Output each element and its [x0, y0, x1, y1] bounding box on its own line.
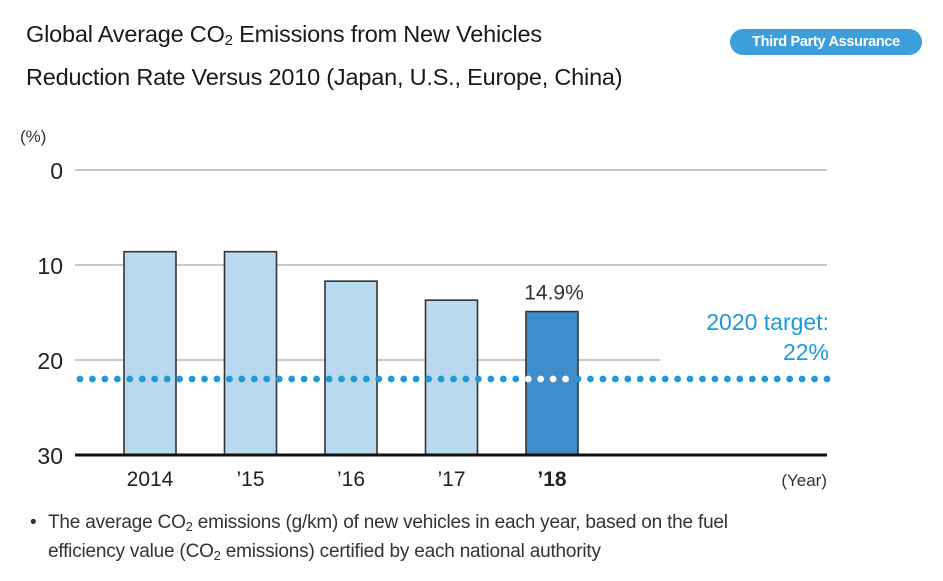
y-axis-unit-label: (%) [20, 127, 46, 146]
target-dot [101, 375, 109, 383]
chart-title-line2: Reduction Rate Versus 2010 (Japan, U.S.,… [26, 64, 623, 90]
footnote-text: emissions) certified by each national au… [220, 541, 601, 562]
target-dot [636, 375, 644, 383]
target-dot [462, 375, 470, 383]
x-tick-label: ’16 [337, 468, 365, 491]
target-dot [724, 375, 731, 383]
target-dot [624, 375, 632, 383]
target-dot [201, 375, 208, 383]
footnote-text: emissions (g/km) of new vehicles in each… [192, 512, 728, 533]
target-dot [549, 375, 557, 383]
target-dot [437, 375, 445, 383]
target-dot [537, 375, 545, 383]
x-tick-label: ’15 [236, 468, 264, 491]
target-dot [499, 375, 507, 383]
target-dot [375, 375, 383, 383]
target-line [76, 375, 831, 383]
target-dot [89, 375, 96, 383]
target-dot [811, 375, 818, 383]
bar-15 [223, 250, 278, 456]
target-dot [288, 375, 296, 383]
target-dot [338, 375, 345, 383]
target-dot [587, 375, 594, 383]
target-dot [524, 375, 532, 383]
target-dot [213, 375, 221, 383]
target-dot [325, 375, 333, 383]
footnote-line1: The average CO2 emissions (g/km) of new … [48, 510, 930, 539]
target-dot [362, 375, 370, 383]
target-dot [686, 375, 694, 383]
bar-16 [324, 280, 378, 456]
target-dot [425, 375, 432, 383]
target-dot [786, 375, 794, 383]
bar-18 [525, 310, 579, 456]
title-subscript: 2 [224, 32, 233, 49]
target-dot [126, 375, 134, 383]
target-dot [699, 375, 706, 383]
target-dot [736, 375, 744, 383]
target-dot [450, 375, 457, 383]
target-dot [574, 375, 582, 383]
target-dot [400, 375, 408, 383]
target-dot [798, 375, 806, 383]
bullet-icon: • [30, 512, 37, 533]
target-dot [599, 375, 607, 383]
target-dot [188, 375, 196, 383]
y-tick-label: 20 [37, 348, 63, 374]
chart-title-line1: Global Average CO2 Emissions from New Ve… [26, 21, 542, 49]
footnote-text: efficiency value (CO [48, 541, 214, 562]
data-label: 14.9% [524, 282, 584, 305]
target-dot [412, 375, 420, 383]
target-dot [711, 375, 719, 383]
target-dot [512, 375, 520, 383]
target-label-line1: 2020 target: [706, 309, 829, 335]
target-dot [250, 375, 258, 383]
y-tick-label: 0 [50, 158, 63, 184]
target-dot [674, 375, 681, 383]
target-dot [238, 375, 246, 383]
bar-chart: 0 10 20 30 2014 ’15 ’16 ’17 ’18 14.9% (%) (Year)… [20, 127, 831, 491]
y-tick-label: 30 [37, 443, 63, 469]
third-party-assurance-badge: Third Party Assurance [730, 29, 922, 55]
target-dot [661, 375, 669, 383]
target-dot [611, 375, 619, 383]
target-dot [151, 375, 159, 383]
x-tick-label: 2014 [127, 468, 174, 491]
target-dot [263, 375, 271, 383]
footnote-subscript: 2 [213, 548, 221, 563]
target-dot [562, 375, 569, 383]
target-dot [748, 375, 756, 383]
footnote-subscript: 2 [185, 519, 193, 534]
target-dot [226, 375, 233, 383]
target-dot [138, 375, 146, 383]
footnote-line2: efficiency value (CO2 emissions) certifi… [48, 539, 930, 568]
bar-2014 [123, 250, 177, 456]
bars: 2014 ’15 ’16 ’17 ’18 14.9% [75, 250, 827, 491]
y-tick-label: 10 [37, 253, 63, 279]
target-label-line2: 22% [783, 339, 829, 365]
footnote-text: The average CO [48, 512, 186, 533]
target-dot [350, 375, 358, 383]
target-dot [387, 375, 395, 383]
target-dot [300, 375, 308, 383]
target-dot [823, 375, 831, 383]
x-tick-label: ’18 [537, 468, 567, 491]
target-dot [761, 375, 769, 383]
target-dot [313, 375, 320, 383]
title-text: Emissions from New Vehicles [232, 21, 542, 47]
title-text: Global Average CO [26, 21, 225, 47]
target-dot [76, 375, 84, 383]
target-dot [176, 375, 184, 383]
target-dot [475, 375, 482, 383]
target-dot [487, 375, 495, 383]
target-dot [649, 375, 657, 383]
target-dot [163, 375, 171, 383]
target-dot [275, 375, 283, 383]
target-dot [773, 375, 781, 383]
x-tick-label: ’17 [437, 468, 465, 491]
x-axis-unit-label: (Year) [781, 471, 827, 490]
chart-labels: (%) (Year) 2020 target: 22% [20, 127, 829, 490]
footnote: • The average CO2 emissions (g/km) of ne… [30, 510, 930, 568]
target-dot [113, 375, 121, 383]
